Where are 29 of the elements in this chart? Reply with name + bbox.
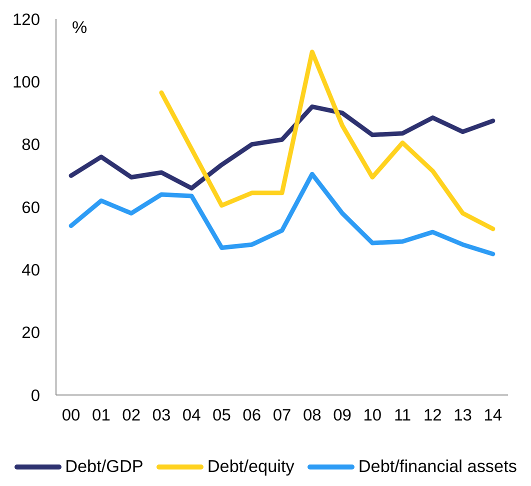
x-tick-label: 04 [182,406,201,425]
x-tick-label: 00 [62,406,80,425]
legend-label: Debt/equity [207,456,294,477]
x-tick-label: 06 [242,406,262,425]
x-tick-label: 02 [122,406,141,425]
x-tick-label: 11 [394,406,412,425]
y-tick-label: 40 [22,262,40,280]
y-tick-label: 100 [12,74,40,92]
x-tick-label: 07 [272,406,292,425]
legend-label: Debt/financial assets [358,456,517,477]
x-tick-label: 03 [152,406,171,425]
line-series [68,172,496,256]
x-tick-label: 08 [302,406,322,425]
y-tick-label: 60 [22,198,40,217]
x-tick-label: 09 [333,406,352,425]
x-tick-label: 05 [212,406,231,425]
x-tick-label: 13 [454,406,472,425]
x-tick-label: 01 [92,406,110,425]
x-tick-label: 12 [423,406,442,425]
y-tick-label: 20 [22,324,40,342]
y-tick-label: 0 [30,386,40,405]
y-tick-label: 120 [12,10,40,29]
y-axis-title: % [72,18,88,38]
x-tick-label: 10 [363,406,382,425]
legend-label: Debt/GDP [65,456,144,477]
line-series [68,104,496,190]
line-series [159,50,496,232]
y-tick-label: 80 [22,136,40,154]
x-tick-label: 14 [484,406,502,425]
